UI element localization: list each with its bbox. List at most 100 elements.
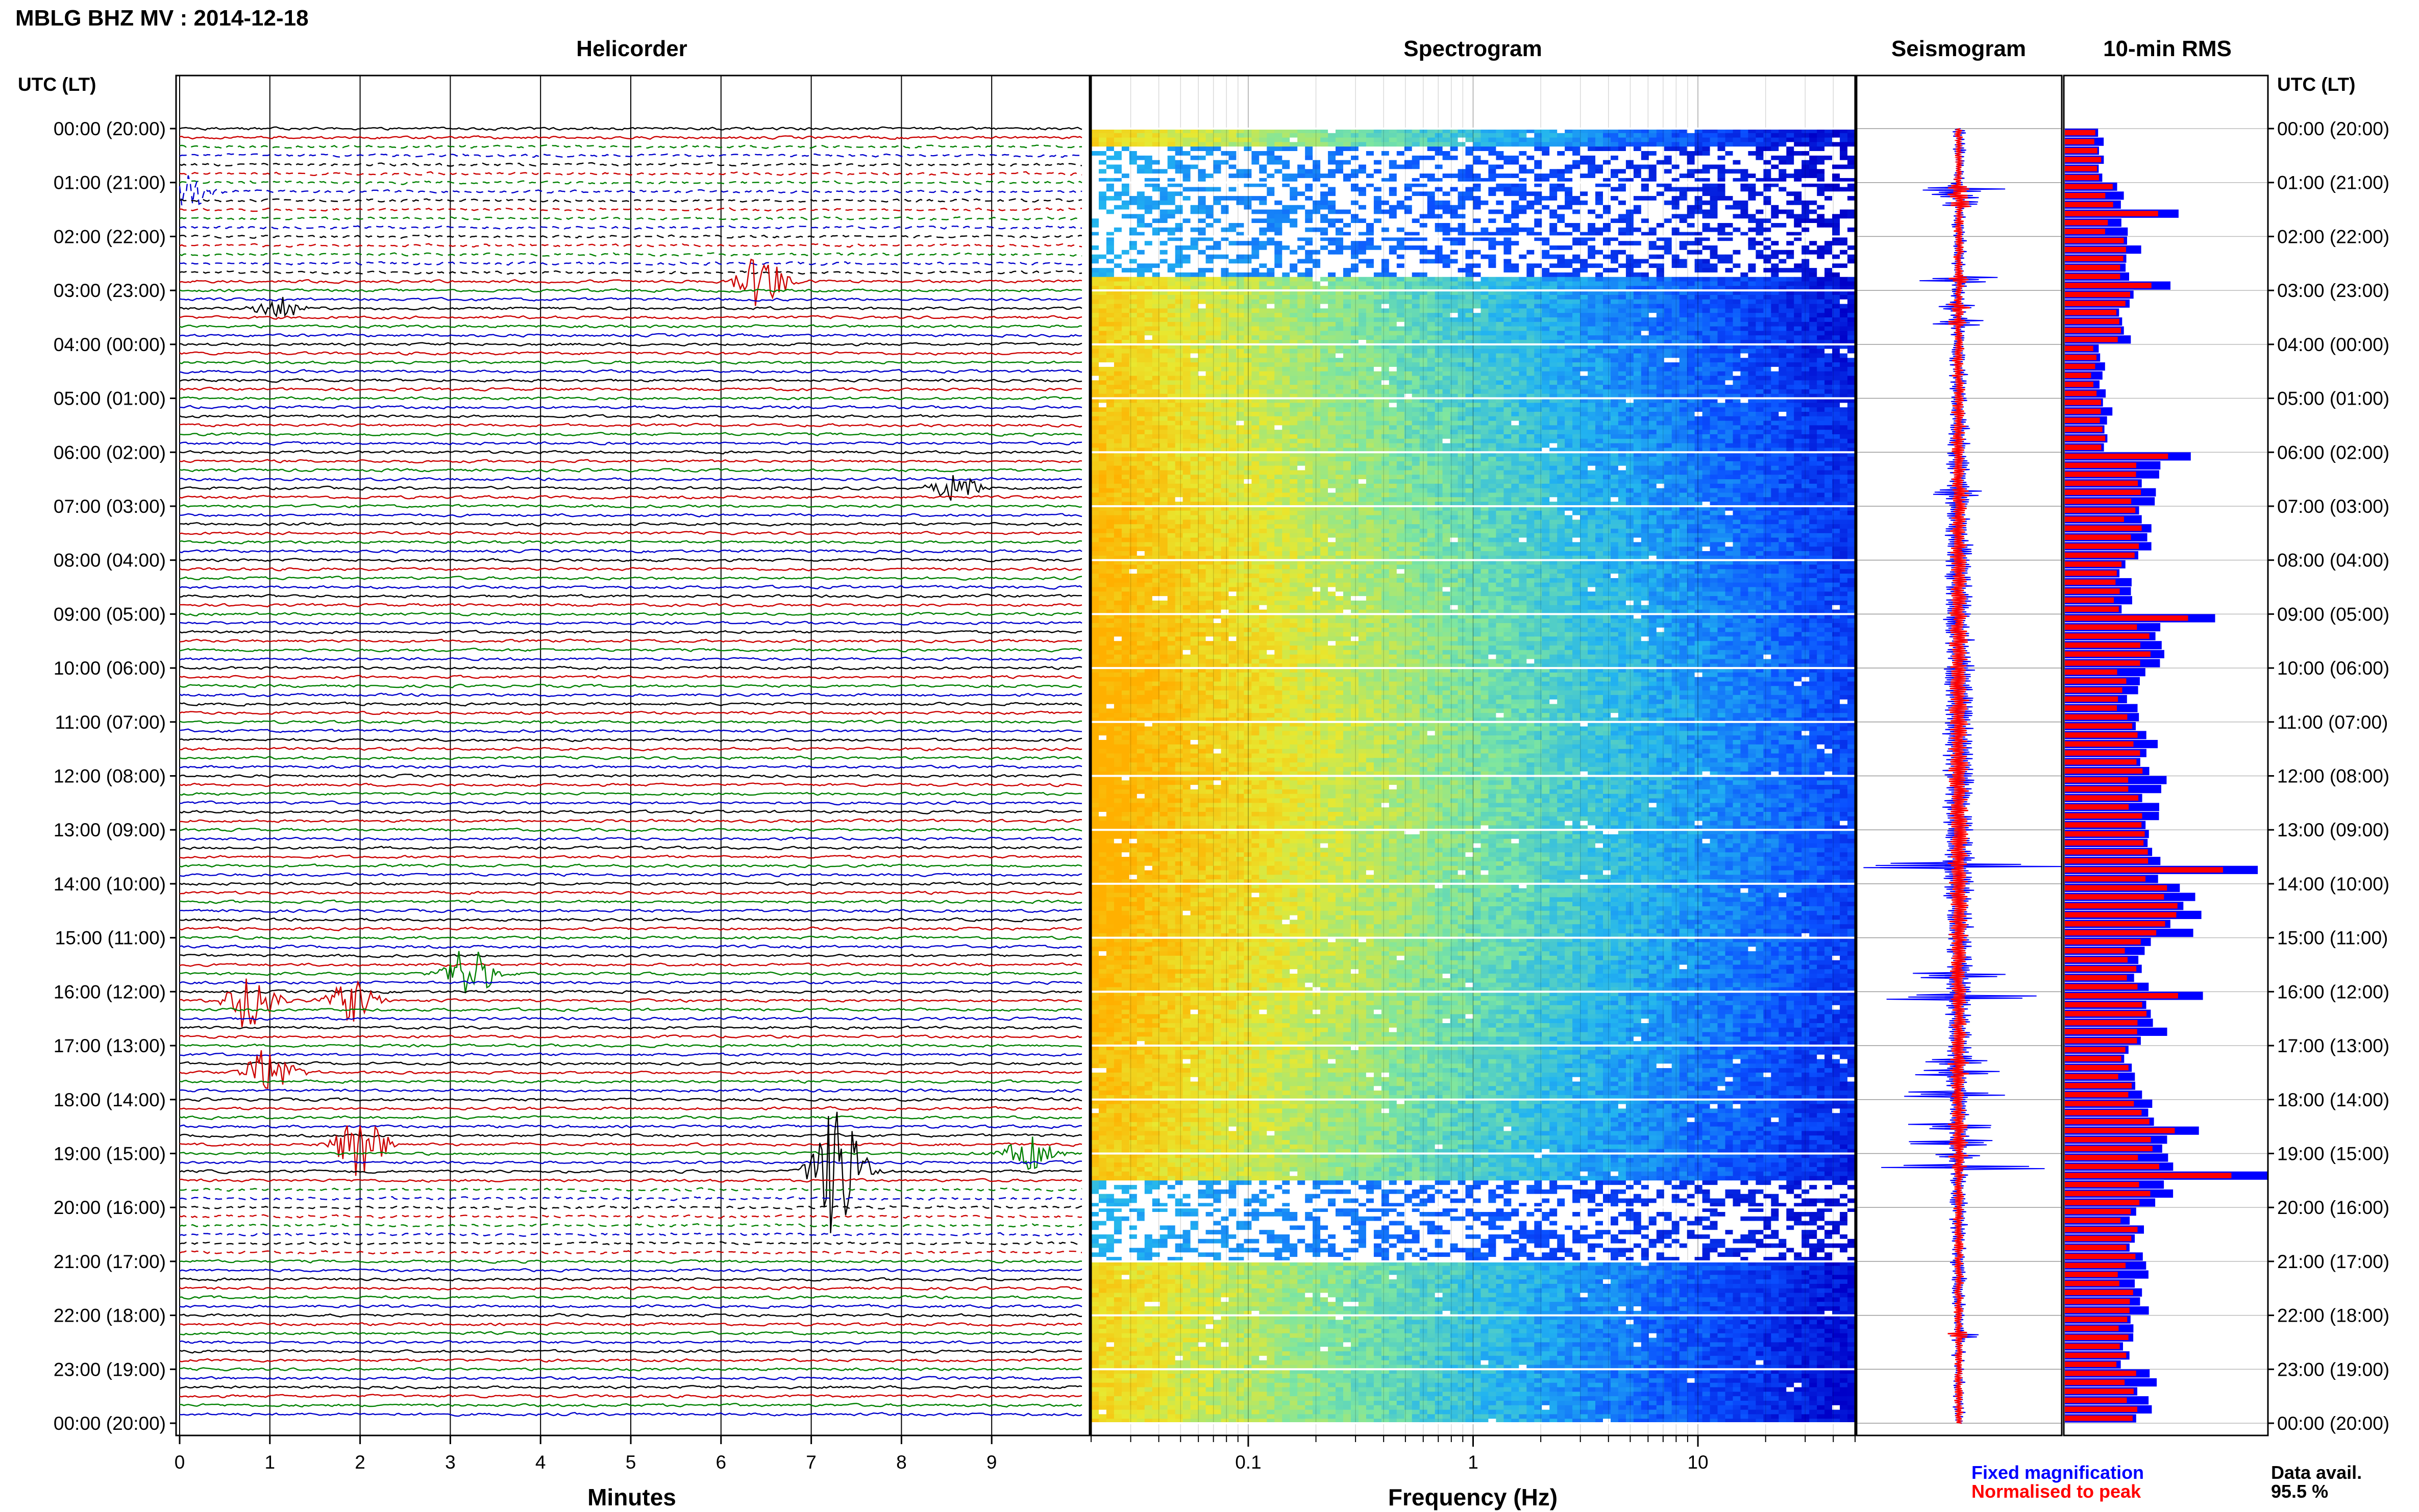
spectrogram-cell (1290, 263, 1298, 268)
spectrogram-cell (1282, 133, 1290, 138)
spectrogram-cell (1282, 173, 1290, 178)
spectrogram-cell (1595, 187, 1603, 192)
spectrogram-cell (1771, 173, 1779, 178)
spectrogram-cell (1336, 245, 1344, 250)
spectrogram-cell (1397, 165, 1405, 169)
spectrogram-cell (1718, 250, 1726, 255)
spectrogram-cell (1099, 165, 1107, 169)
spectrogram-cell (1503, 245, 1512, 250)
spectrogram-cell (1397, 151, 1405, 156)
spectrogram-cell (1214, 223, 1222, 228)
spectrogram-cell (1710, 245, 1718, 250)
spectrogram-cell (1649, 160, 1657, 165)
spectrogram-cell (1733, 218, 1741, 223)
spectrogram-cell (1435, 250, 1443, 255)
spectrogram-cell (1496, 214, 1504, 218)
spectrogram-cell (1503, 191, 1512, 196)
spectrogram-cell (1366, 263, 1374, 268)
spectrogram-cell (1236, 214, 1244, 218)
spectrogram-cell (1603, 259, 1611, 264)
spectrogram-cell (1343, 169, 1351, 173)
spectrogram-cell (1381, 214, 1390, 218)
spectrogram-cell (1595, 255, 1603, 259)
spectrogram-cell (1351, 223, 1359, 228)
spectrogram-cell (1649, 250, 1657, 255)
spectrogram-cell (1634, 173, 1642, 178)
spectrogram-cell (1297, 210, 1305, 214)
spectrogram-cell (1519, 214, 1527, 218)
spectrogram-cell (1427, 255, 1436, 259)
spectrogram-cell (1588, 156, 1596, 160)
spectrogram-cell (1466, 173, 1474, 178)
spectrogram-cell (1397, 214, 1405, 218)
spectrogram-cell (1106, 146, 1115, 151)
spectrogram-cell (1595, 146, 1603, 151)
spectrogram-cell (1336, 138, 1344, 142)
spectrogram-cell (1236, 191, 1244, 196)
spectrogram-cell (1740, 228, 1748, 232)
spectrogram-cell (1359, 169, 1367, 173)
spectrogram-cell (1695, 191, 1703, 196)
spectrogram-cell (1756, 160, 1764, 165)
spectrogram-cell (1710, 250, 1718, 255)
spectrogram-cell (1572, 191, 1581, 196)
spectrogram-cell (1748, 255, 1756, 259)
spectrogram-cell (1359, 156, 1367, 160)
spectrogram-cell (1756, 156, 1764, 160)
spectrogram-cell (1091, 146, 1099, 151)
spectrogram-cell (1328, 142, 1336, 146)
spectrogram-cell (1389, 142, 1397, 146)
spectrogram-cell (1443, 196, 1451, 201)
spectrogram-cell (1748, 201, 1756, 205)
spectrogram-cell (1794, 133, 1802, 138)
spectrogram-cell (1794, 210, 1802, 214)
spectrogram-cell (1481, 245, 1489, 250)
spectrogram-cell (1710, 228, 1718, 232)
spectrogram-cell (1137, 173, 1145, 178)
spectrogram-cell (1313, 156, 1321, 160)
spectrogram-cell (1603, 201, 1611, 205)
spectrogram-cell (1206, 245, 1214, 250)
spectrogram-cell (1106, 151, 1115, 156)
spectrogram-cell (1526, 191, 1535, 196)
spectrogram-cell (1168, 214, 1176, 218)
spectrogram-cell (1145, 160, 1153, 165)
spectrogram-cell (1603, 245, 1611, 250)
spectrogram-cell (1145, 146, 1153, 151)
spectrogram-cell (1122, 169, 1130, 173)
spectrogram-cell (1229, 245, 1237, 250)
spectrogram-cell (1580, 223, 1588, 228)
spectrogram-cell (1259, 165, 1267, 169)
spectrogram-cell (1229, 138, 1237, 142)
spectrogram-cell (1328, 133, 1336, 138)
spectrogram-cell (1397, 263, 1405, 268)
spectrogram-cell (1824, 173, 1833, 178)
spectrogram-cell (1175, 133, 1183, 138)
spectrogram-cell (1160, 263, 1168, 268)
spectrogram-cell (1267, 263, 1275, 268)
spectrogram-cell (1114, 201, 1122, 205)
spectrogram-cell (1091, 169, 1099, 173)
spectrogram-cell (1336, 210, 1344, 214)
spectrogram-cell (1297, 196, 1305, 201)
spectrogram-cell (1236, 250, 1244, 255)
spectrogram-cell (1672, 259, 1680, 264)
spectrogram-cell (1466, 169, 1474, 173)
spectrogram-cell (1343, 241, 1351, 245)
spectrogram-cell (1809, 201, 1817, 205)
spectrogram-cell (1206, 156, 1214, 160)
spectrogram-cell (1549, 223, 1558, 228)
spectrogram-cell (1183, 263, 1191, 268)
spectrogram-cell (1198, 250, 1206, 255)
spectrogram-cell (1649, 255, 1657, 259)
spectrogram-cell (1389, 218, 1397, 223)
spectrogram-cell (1481, 187, 1489, 192)
spectrogram-cell (1282, 138, 1290, 142)
spectrogram-cell (1274, 151, 1282, 156)
spectrogram-cell (1503, 223, 1512, 228)
spectrogram-cell (1786, 196, 1794, 201)
spectrogram-cell (1748, 196, 1756, 201)
spectrogram-cell (1290, 228, 1298, 232)
spectrogram-cell (1091, 255, 1099, 259)
spectrogram-cell (1847, 245, 1856, 250)
